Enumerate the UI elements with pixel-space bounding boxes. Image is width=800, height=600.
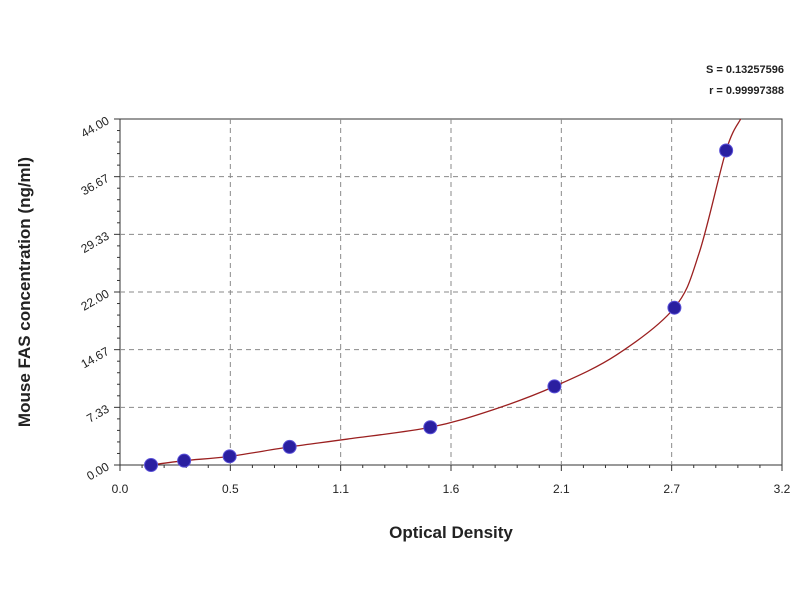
- x-tick-label: 3.2: [774, 482, 791, 496]
- x-axis-ticks: 0.0 0.5 1.1 1.6 2.1 2.7 3.2: [112, 465, 791, 496]
- data-points: [144, 143, 734, 472]
- x-tick-label: 2.1: [553, 482, 570, 496]
- stat-s-annotation: S = 0.13257596: [706, 64, 784, 76]
- y-tick-label: 36.67: [78, 171, 111, 198]
- data-point: [547, 379, 562, 394]
- x-tick-label: 0.0: [112, 482, 129, 496]
- y-axis-title: Mouse FAS concentration (ng/ml): [15, 157, 34, 427]
- x-tick-label: 0.5: [222, 482, 239, 496]
- data-point: [423, 420, 438, 435]
- data-point: [177, 453, 192, 468]
- x-tick-label: 1.6: [443, 482, 460, 496]
- grid-lines: [120, 119, 782, 465]
- data-point: [667, 300, 682, 315]
- y-axis-ticks: 0.00 7.33 14.67 22.00 29.33 36.67 44.00: [78, 113, 120, 483]
- stat-r-annotation: r = 0.99997388: [709, 85, 784, 97]
- data-point: [144, 458, 159, 472]
- y-tick-label: 29.33: [78, 229, 111, 256]
- y-tick-label: 7.33: [84, 402, 112, 426]
- x-tick-label: 1.1: [332, 482, 349, 496]
- y-tick-label: 0.00: [84, 459, 112, 483]
- y-tick-label: 22.00: [78, 286, 111, 313]
- x-tick-label: 2.7: [663, 482, 680, 496]
- data-point: [282, 439, 297, 454]
- y-tick-label: 14.67: [78, 344, 111, 371]
- y-tick-label: 44.00: [78, 113, 111, 140]
- data-point: [222, 449, 237, 464]
- data-point: [719, 143, 734, 158]
- x-axis-title: Optical Density: [389, 523, 513, 542]
